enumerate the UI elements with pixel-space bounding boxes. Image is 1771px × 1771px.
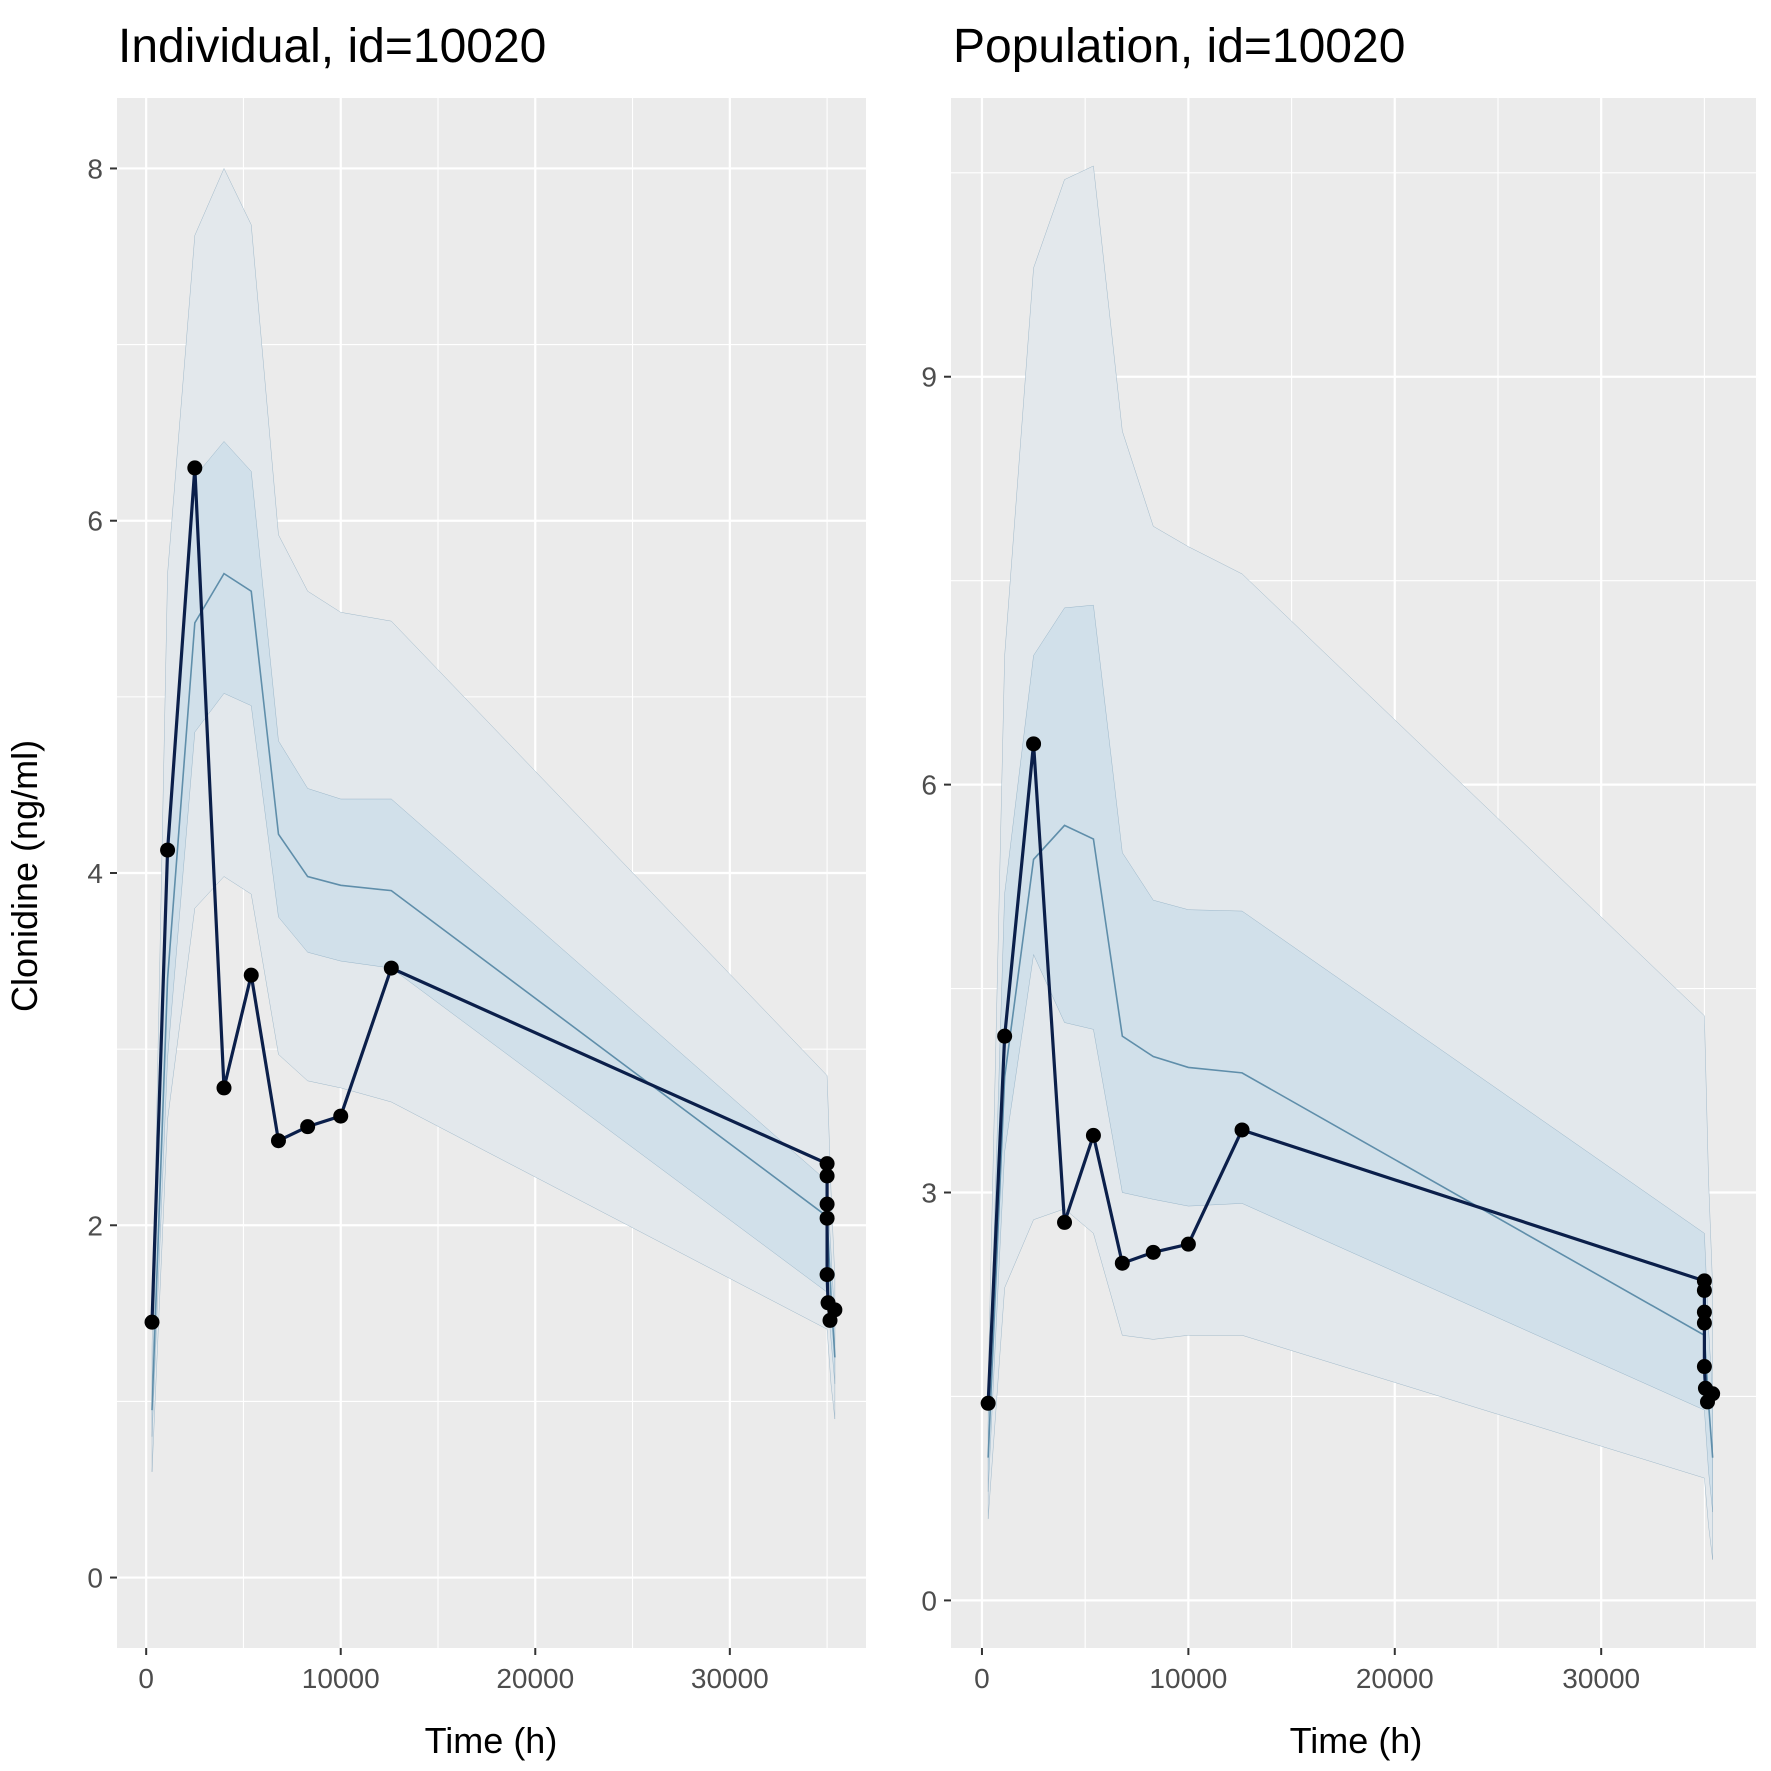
observed-point xyxy=(144,1314,160,1330)
observed-point xyxy=(187,460,203,476)
observed-point xyxy=(819,1210,835,1226)
observed-point xyxy=(1696,1282,1712,1298)
observed-point xyxy=(997,1028,1013,1044)
plot-layer-individual: 0 10000 20000 30000 0 2 4 6 8 xyxy=(87,98,866,1694)
observed-point xyxy=(980,1395,996,1411)
observed-point xyxy=(819,1196,835,1212)
observed-point xyxy=(383,960,399,976)
observed-point xyxy=(216,1080,232,1096)
x-tick-label: 20000 xyxy=(1356,1663,1434,1694)
x-tick-label: 0 xyxy=(138,1663,154,1694)
observed-point xyxy=(1696,1315,1712,1331)
y-tick-label: 8 xyxy=(87,153,103,184)
observed-point xyxy=(1114,1255,1130,1271)
panel-title-population: Population, id=10020 xyxy=(953,20,1405,73)
y-tick-label: 3 xyxy=(921,1178,937,1209)
x-tick-label: 30000 xyxy=(691,1663,769,1694)
observed-point xyxy=(819,1156,835,1172)
x-tick-label: 20000 xyxy=(496,1663,574,1694)
y-tick-label: 0 xyxy=(921,1585,937,1616)
observed-point xyxy=(819,1168,835,1184)
y-tick-label: 6 xyxy=(87,506,103,537)
y-tick-label: 4 xyxy=(87,858,103,889)
observed-point xyxy=(1234,1122,1250,1138)
plot-layer-population: 0 10000 20000 30000 0 3 6 9 xyxy=(921,98,1756,1694)
panel-population: 0 10000 20000 30000 0 3 6 9 Population, id=1002… xyxy=(921,20,1756,1761)
observed-point xyxy=(1696,1359,1712,1375)
observed-point xyxy=(1696,1304,1712,1320)
observed-point xyxy=(1145,1244,1161,1260)
observed-point xyxy=(1057,1214,1073,1230)
observed-point xyxy=(827,1302,843,1318)
x-tick-label: 0 xyxy=(974,1663,990,1694)
panel-individual: 0 10000 20000 30000 0 2 4 6 8 Individual, id=100… xyxy=(87,20,866,1761)
observed-point xyxy=(1180,1236,1196,1252)
panel-title-individual: Individual, id=10020 xyxy=(118,20,546,73)
observed-point xyxy=(300,1119,316,1135)
observed-point xyxy=(819,1267,835,1283)
x-tick-label: 30000 xyxy=(1562,1663,1640,1694)
y-tick-label: 6 xyxy=(921,770,937,801)
x-axis-title-individual: Time (h) xyxy=(425,1720,558,1761)
inner-interval-band xyxy=(987,604,1713,1513)
y-tick-label: 2 xyxy=(87,1210,103,1241)
y-axis-title: Clonidine (ng/ml) xyxy=(4,740,45,1012)
observed-point xyxy=(1085,1127,1101,1143)
observed-point xyxy=(160,842,176,858)
observed-point xyxy=(1026,736,1042,752)
x-tick-label: 10000 xyxy=(1149,1663,1227,1694)
observed-point xyxy=(243,967,259,983)
inner-interval-band xyxy=(151,441,836,1437)
observed-point xyxy=(1705,1386,1721,1402)
x-tick-label: 10000 xyxy=(302,1663,380,1694)
observed-point xyxy=(333,1108,349,1124)
observed-point xyxy=(270,1133,286,1149)
y-tick-label: 0 xyxy=(87,1563,103,1594)
x-axis-title-population: Time (h) xyxy=(1290,1720,1423,1761)
y-tick-label: 9 xyxy=(921,362,937,393)
